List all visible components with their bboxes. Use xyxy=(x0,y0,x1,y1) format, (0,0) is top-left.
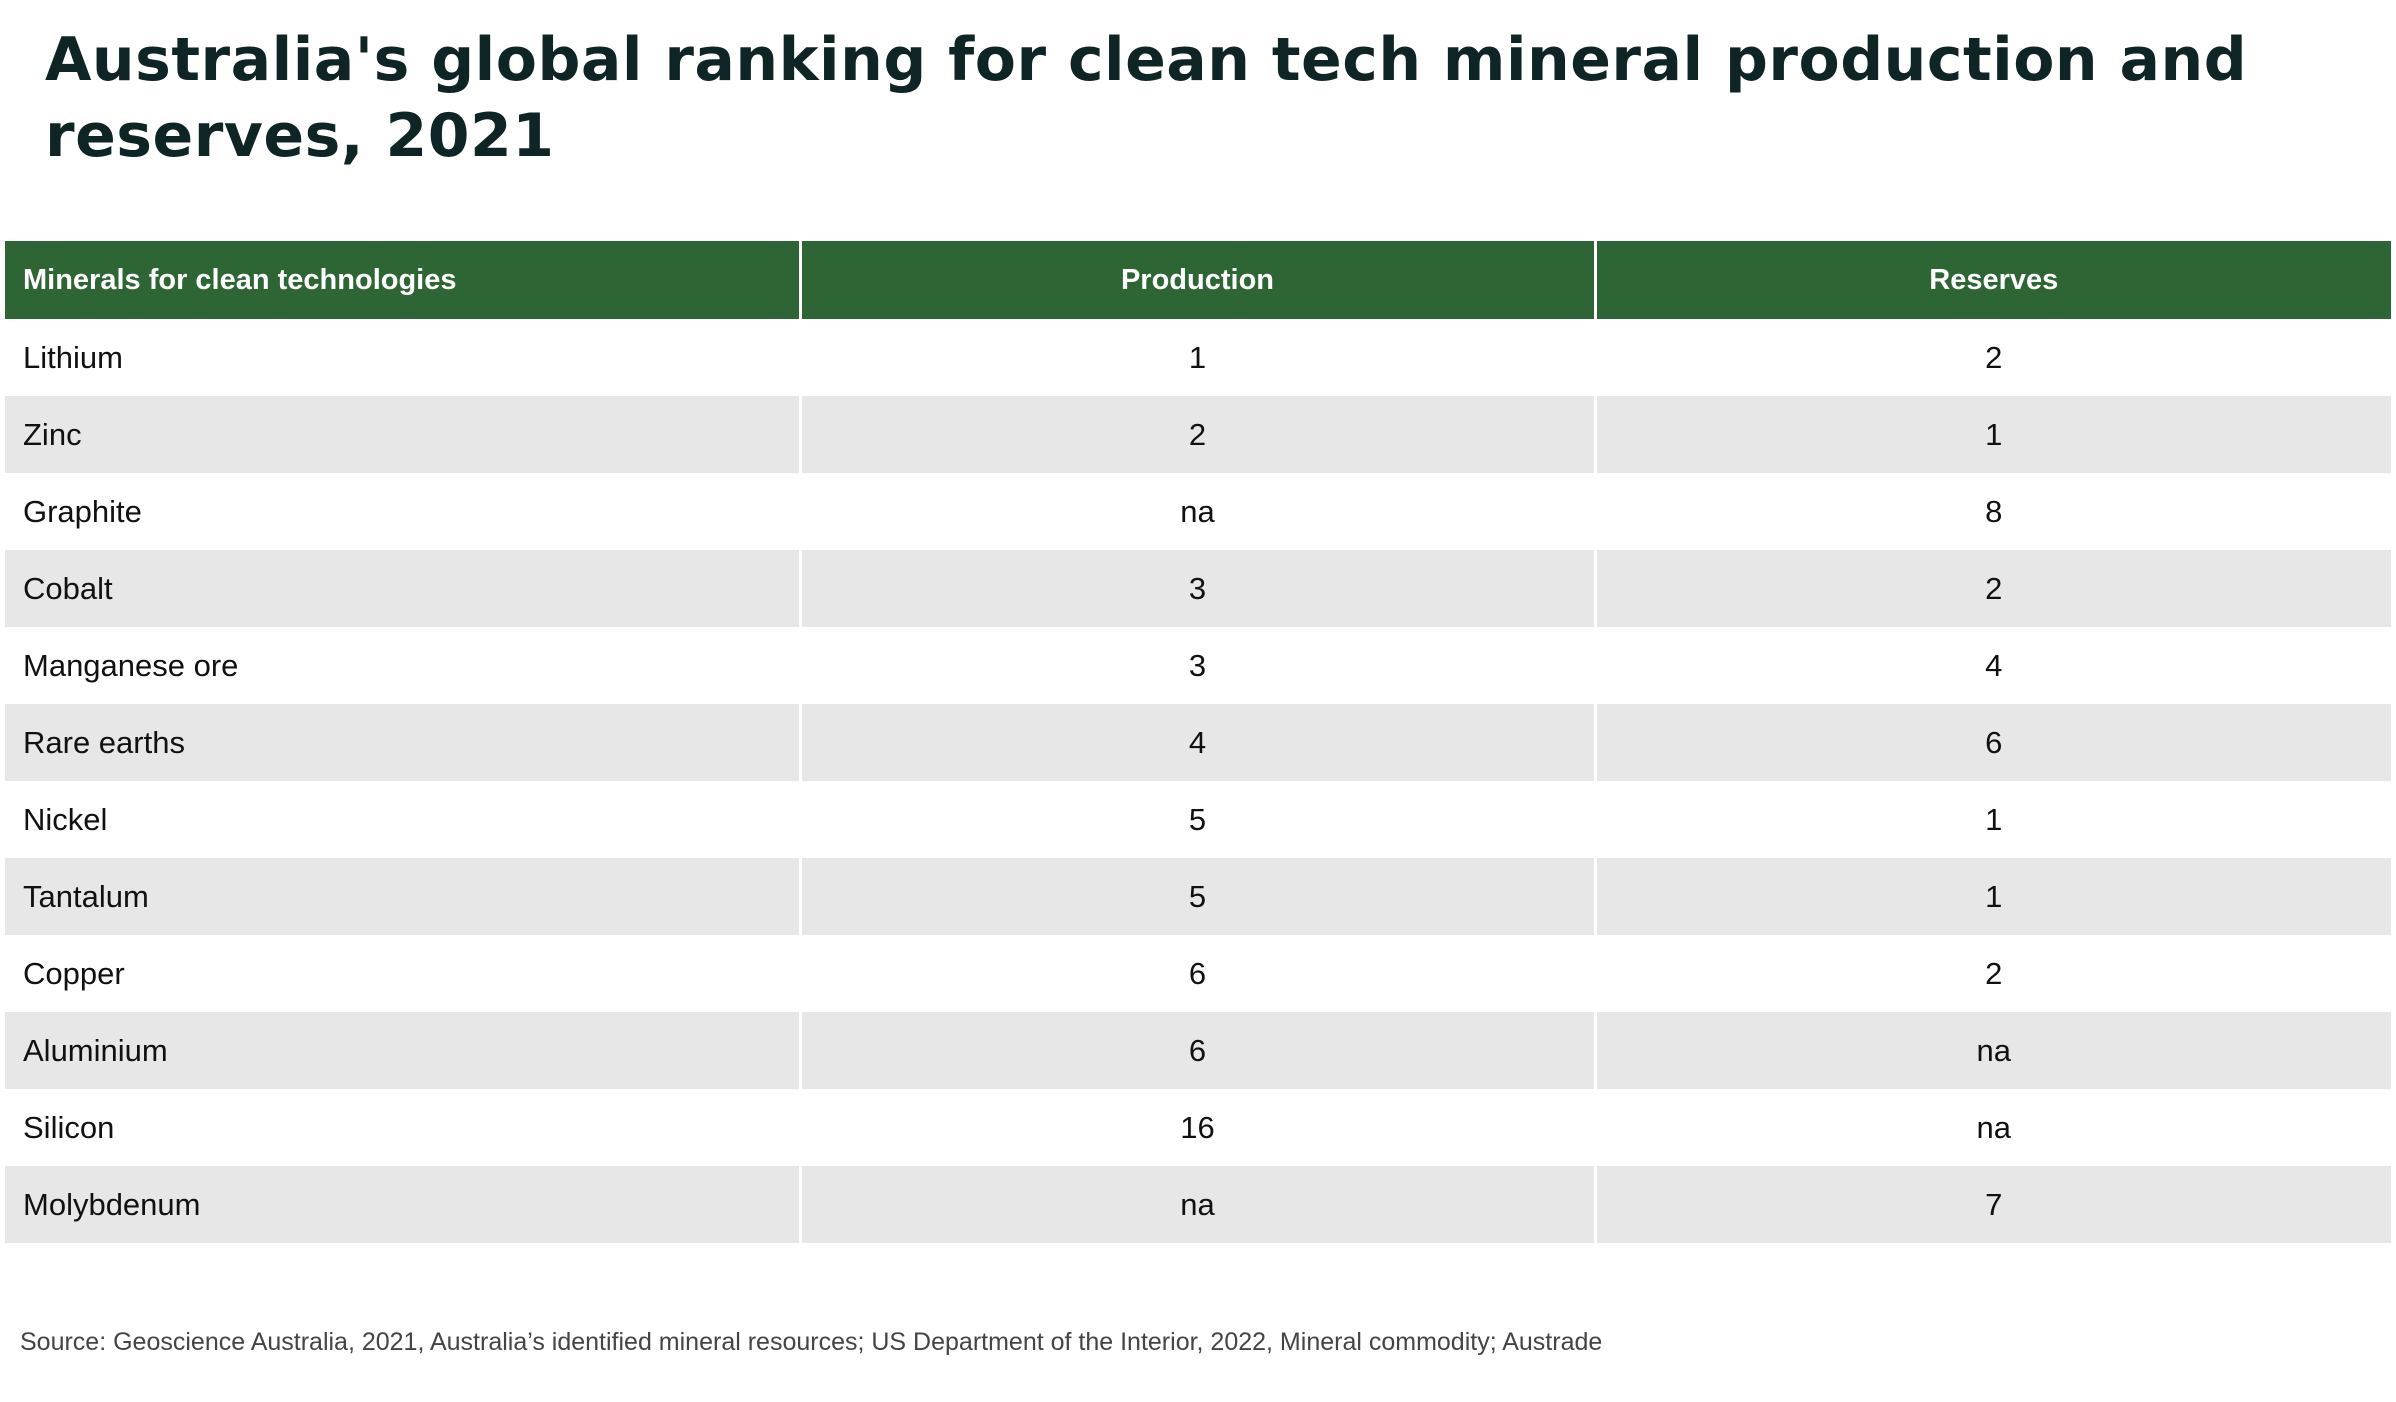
table-body: Lithium 1 2 Zinc 2 1 Graphite na 8 Cobalt 3 2 Mangan… xyxy=(5,319,2391,1243)
production-rank-cell: na xyxy=(800,473,1597,550)
table-row: Rare earths 4 6 xyxy=(5,704,2391,781)
column-header-production: Production xyxy=(800,241,1597,319)
mineral-cell: Rare earths xyxy=(5,704,802,781)
ranking-table: Minerals for clean technologies Producti… xyxy=(5,241,2391,1243)
production-rank-cell: 3 xyxy=(800,627,1597,704)
reserves-rank-cell: 1 xyxy=(1595,781,2391,858)
production-rank-cell: 6 xyxy=(800,935,1597,1012)
column-header-reserves: Reserves xyxy=(1595,241,2391,319)
reserves-rank-cell: na xyxy=(1595,1089,2391,1166)
header-row: Minerals for clean technologies Producti… xyxy=(5,241,2391,319)
mineral-cell: Molybdenum xyxy=(5,1166,802,1243)
reserves-rank-cell: 4 xyxy=(1595,627,2391,704)
chart-title: Australia's global ranking for clean tec… xyxy=(45,25,2248,171)
reserves-rank-cell: 2 xyxy=(1595,935,2391,1012)
table-row: Copper 6 2 xyxy=(5,935,2391,1012)
production-rank-cell: 2 xyxy=(800,396,1597,473)
reserves-rank-cell: 6 xyxy=(1595,704,2391,781)
table-row: Nickel 5 1 xyxy=(5,781,2391,858)
table-row: Molybdenum na 7 xyxy=(5,1166,2391,1243)
table-header: Minerals for clean technologies Producti… xyxy=(5,241,2391,319)
table-row: Tantalum 5 1 xyxy=(5,858,2391,935)
production-rank-cell: 16 xyxy=(800,1089,1597,1166)
reserves-rank-cell: 1 xyxy=(1595,858,2391,935)
reserves-rank-cell: 1 xyxy=(1595,396,2391,473)
mineral-cell: Zinc xyxy=(5,396,802,473)
source-note: Source: Geoscience Australia, 2021, Aust… xyxy=(20,1328,1603,1356)
production-rank-cell: 4 xyxy=(800,704,1597,781)
reserves-rank-cell: 2 xyxy=(1595,550,2391,627)
mineral-cell: Cobalt xyxy=(5,550,802,627)
reserves-rank-cell: 8 xyxy=(1595,473,2391,550)
reserves-rank-cell: 2 xyxy=(1595,319,2391,396)
mineral-cell: Copper xyxy=(5,935,802,1012)
mineral-cell: Lithium xyxy=(5,319,802,396)
table-row: Silicon 16 na xyxy=(5,1089,2391,1166)
production-rank-cell: 3 xyxy=(800,550,1597,627)
table-row: Aluminium 6 na xyxy=(5,1012,2391,1089)
production-rank-cell: na xyxy=(800,1166,1597,1243)
mineral-cell: Aluminium xyxy=(5,1012,802,1089)
production-rank-cell: 6 xyxy=(800,1012,1597,1089)
production-rank-cell: 5 xyxy=(800,781,1597,858)
mineral-cell: Tantalum xyxy=(5,858,802,935)
column-header-minerals: Minerals for clean technologies xyxy=(5,241,802,319)
mineral-cell: Graphite xyxy=(5,473,802,550)
table-row: Graphite na 8 xyxy=(5,473,2391,550)
production-rank-cell: 5 xyxy=(800,858,1597,935)
production-rank-cell: 1 xyxy=(800,319,1597,396)
mineral-cell: Manganese ore xyxy=(5,627,802,704)
table-row: Zinc 2 1 xyxy=(5,396,2391,473)
mineral-cell: Silicon xyxy=(5,1089,802,1166)
table-row: Cobalt 3 2 xyxy=(5,550,2391,627)
table-row: Manganese ore 3 4 xyxy=(5,627,2391,704)
reserves-rank-cell: na xyxy=(1595,1012,2391,1089)
mineral-cell: Nickel xyxy=(5,781,802,858)
ranking-table-container: Minerals for clean technologies Producti… xyxy=(5,241,2391,1243)
table-row: Lithium 1 2 xyxy=(5,319,2391,396)
reserves-rank-cell: 7 xyxy=(1595,1166,2391,1243)
